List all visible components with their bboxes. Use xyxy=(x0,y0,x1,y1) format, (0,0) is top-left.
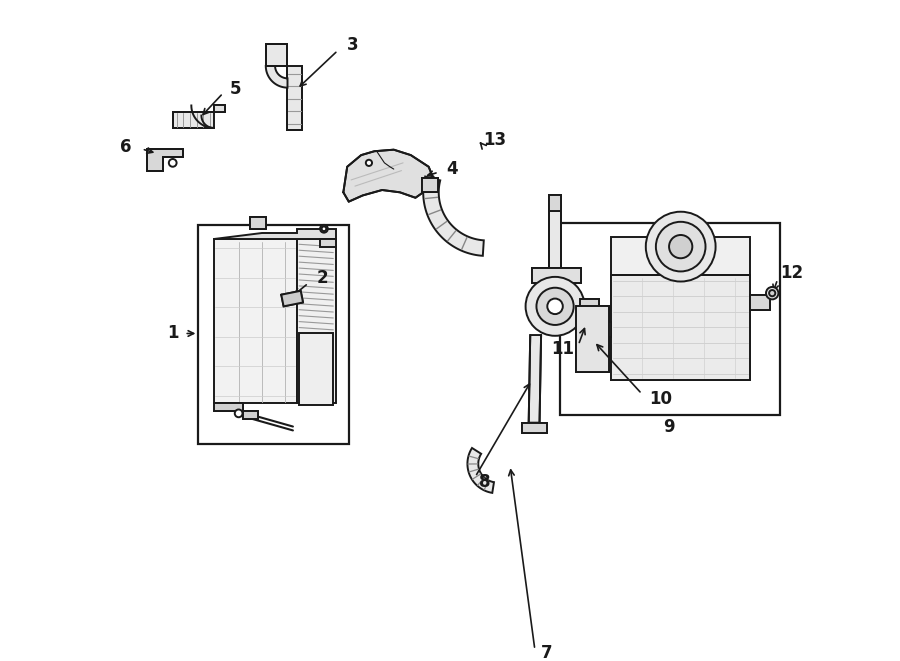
Polygon shape xyxy=(532,268,581,283)
Polygon shape xyxy=(214,403,258,419)
Text: 10: 10 xyxy=(650,391,672,408)
Polygon shape xyxy=(467,448,494,493)
Polygon shape xyxy=(422,178,438,192)
Polygon shape xyxy=(320,239,336,247)
Polygon shape xyxy=(214,229,336,239)
Circle shape xyxy=(526,277,584,336)
Polygon shape xyxy=(528,335,541,422)
Polygon shape xyxy=(214,239,297,403)
Text: 4: 4 xyxy=(446,160,458,178)
Text: 5: 5 xyxy=(230,80,241,98)
Circle shape xyxy=(320,225,328,233)
Polygon shape xyxy=(299,334,333,405)
Polygon shape xyxy=(287,66,302,130)
Polygon shape xyxy=(522,422,547,433)
Polygon shape xyxy=(611,237,751,380)
Text: 2: 2 xyxy=(316,268,328,287)
Circle shape xyxy=(770,290,775,296)
Circle shape xyxy=(169,159,176,167)
Polygon shape xyxy=(343,149,434,202)
Text: 8: 8 xyxy=(479,473,490,491)
Text: 1: 1 xyxy=(167,325,179,342)
Circle shape xyxy=(536,288,573,325)
Polygon shape xyxy=(549,211,562,268)
Polygon shape xyxy=(591,322,611,337)
Polygon shape xyxy=(611,276,751,380)
Text: 11: 11 xyxy=(552,340,574,358)
Polygon shape xyxy=(751,295,770,310)
Bar xyxy=(198,225,349,444)
Polygon shape xyxy=(576,306,609,372)
Circle shape xyxy=(365,160,372,166)
Circle shape xyxy=(669,235,692,258)
Circle shape xyxy=(646,212,716,282)
Text: 6: 6 xyxy=(120,138,131,157)
Polygon shape xyxy=(250,217,266,229)
Polygon shape xyxy=(147,149,183,171)
Polygon shape xyxy=(423,176,484,256)
Text: 3: 3 xyxy=(347,36,359,54)
Polygon shape xyxy=(282,291,303,306)
Text: 12: 12 xyxy=(780,264,803,282)
Circle shape xyxy=(321,227,327,231)
Polygon shape xyxy=(173,112,214,128)
Polygon shape xyxy=(266,44,287,66)
Circle shape xyxy=(766,287,778,299)
Circle shape xyxy=(656,222,706,272)
Circle shape xyxy=(235,409,242,417)
Bar xyxy=(561,223,780,415)
Polygon shape xyxy=(266,66,287,88)
Text: 9: 9 xyxy=(663,418,675,436)
Polygon shape xyxy=(580,299,599,309)
Polygon shape xyxy=(214,106,225,112)
Text: 13: 13 xyxy=(483,131,506,149)
Circle shape xyxy=(547,299,562,314)
Text: 7: 7 xyxy=(541,644,553,661)
Polygon shape xyxy=(297,239,336,403)
Polygon shape xyxy=(549,196,562,211)
